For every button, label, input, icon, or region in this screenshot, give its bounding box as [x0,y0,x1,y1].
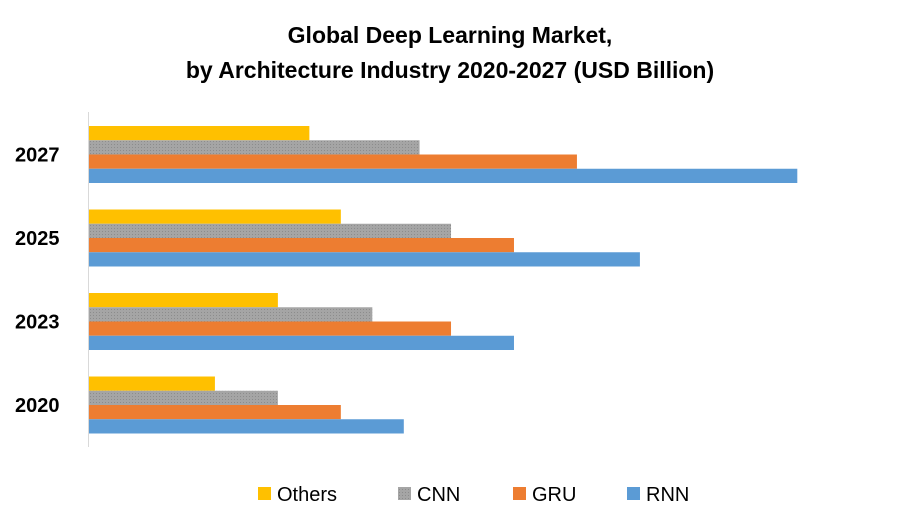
bar-rnn-2020 [89,419,404,434]
legend-label-rnn: RNN [646,484,689,506]
legend-swatch-rnn [627,487,640,500]
bar-cnn-2023 [89,307,373,322]
bar-cnn-2020 [89,390,278,405]
legend-swatch-cnn [398,487,411,500]
legend-label-gru: GRU [532,484,576,506]
chart-title: Global Deep Learning Market, by Architec… [0,18,900,88]
bar-gru-2025 [89,238,514,253]
bar-rnn-2023 [89,335,514,350]
bar-others-2023 [89,293,278,308]
category-label-2020: 2020 [15,395,60,417]
bar-gru-2027 [89,154,577,169]
bar-cnn-2027 [89,140,420,155]
chart-title-line1: Global Deep Learning Market, [287,22,613,48]
category-label-2023: 2023 [15,312,60,334]
chart-subtitle: by Architecture Industry 2020-2027 (USD … [185,57,715,83]
bar-others-2020 [89,376,215,391]
category-label-2025: 2025 [15,228,60,250]
bar-others-2027 [89,126,310,141]
category-label-2027: 2027 [15,145,60,167]
bar-rnn-2027 [89,168,798,183]
bar-rnn-2025 [89,252,640,267]
bar-gru-2023 [89,321,452,336]
legend-swatch-others [258,487,271,500]
legend-label-cnn: CNN [417,484,460,506]
bar-others-2025 [89,209,341,224]
bar-cnn-2025 [89,223,452,238]
bar-gru-2020 [89,405,341,420]
legend-label-others: Others [277,484,337,506]
legend-swatch-gru [513,487,526,500]
